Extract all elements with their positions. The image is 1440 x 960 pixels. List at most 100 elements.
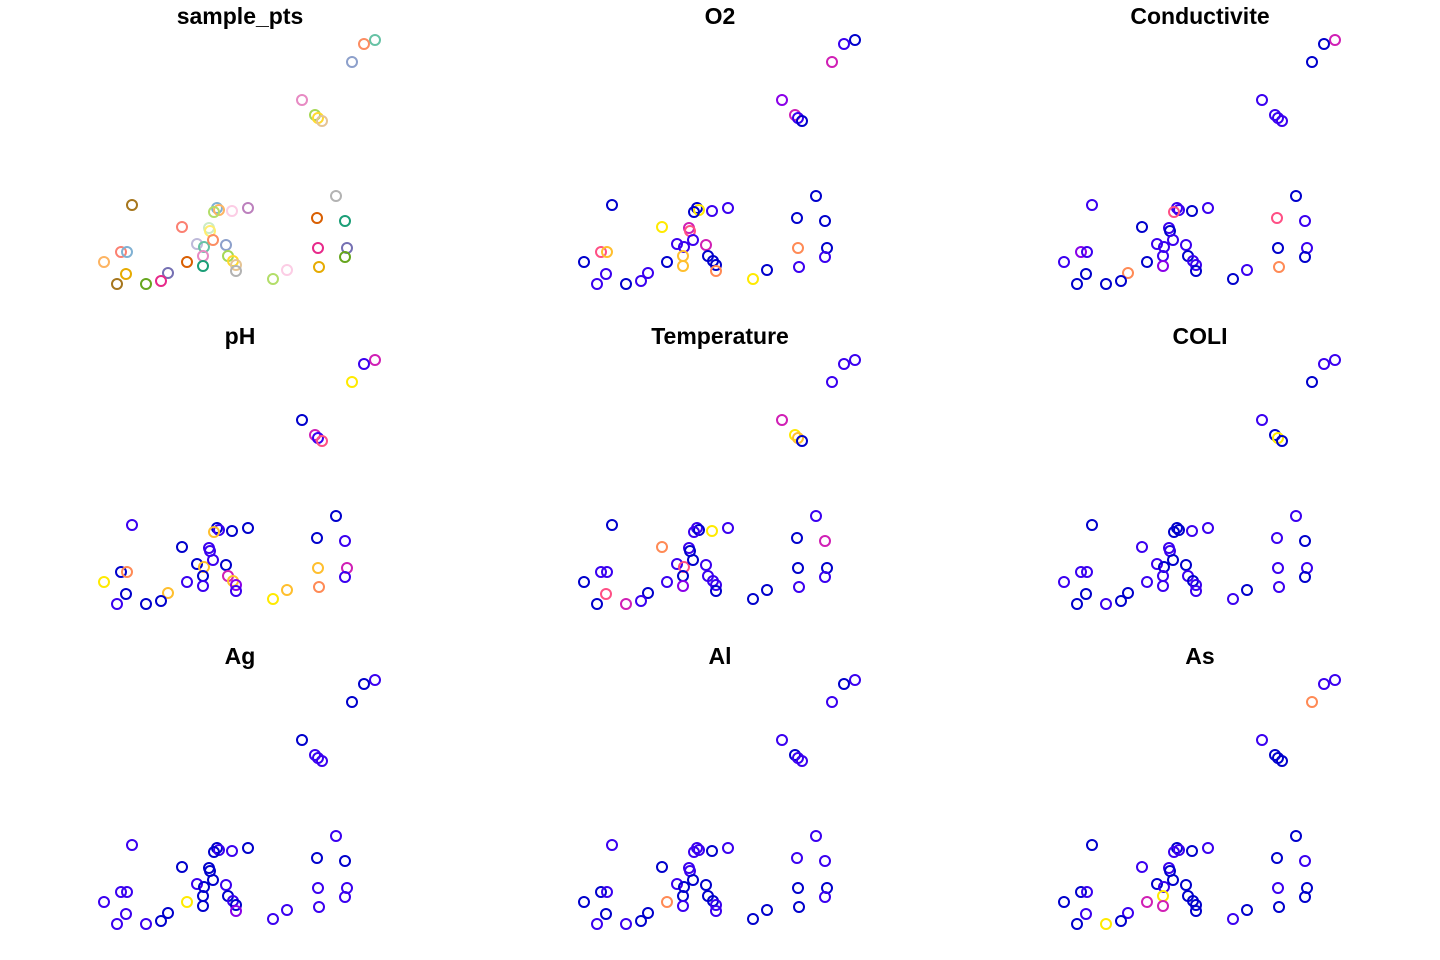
sample-point <box>230 899 242 911</box>
sample-point <box>791 532 803 544</box>
sample-point <box>838 678 850 690</box>
sample-point <box>1186 525 1198 537</box>
sample-point <box>126 199 138 211</box>
sample-point <box>722 202 734 214</box>
sample-point <box>230 265 242 277</box>
sample-point <box>1122 267 1134 279</box>
sample-point <box>242 202 254 214</box>
sample-point <box>706 845 718 857</box>
sample-point <box>793 901 805 913</box>
sample-point <box>98 256 110 268</box>
sample-point <box>595 246 607 258</box>
sample-point <box>1086 199 1098 211</box>
sample-point <box>1151 558 1163 570</box>
sample-point <box>140 918 152 930</box>
sample-point <box>677 900 689 912</box>
sample-point <box>1190 899 1202 911</box>
sample-point <box>700 239 712 251</box>
sample-point <box>296 734 308 746</box>
panel-title: Ag <box>224 643 256 669</box>
sample-point <box>1100 918 1112 930</box>
sample-point <box>242 842 254 854</box>
sample-point <box>1080 908 1092 920</box>
sample-point <box>671 238 683 250</box>
sample-point <box>313 581 325 593</box>
sample-point <box>761 264 773 276</box>
sample-point <box>601 886 613 898</box>
sample-point <box>1151 878 1163 890</box>
sample-point <box>1299 571 1311 583</box>
sample-point <box>1276 435 1288 447</box>
sample-point <box>1299 891 1311 903</box>
sample-point <box>181 576 193 588</box>
sample-point <box>1256 94 1268 106</box>
scatter-plot <box>98 674 381 930</box>
sample-point <box>312 562 324 574</box>
sample-point <box>281 264 293 276</box>
sample-point <box>706 205 718 217</box>
sample-point <box>346 696 358 708</box>
sample-point <box>120 908 132 920</box>
sample-point <box>191 238 203 250</box>
sample-point <box>1299 215 1311 227</box>
sample-point <box>226 845 238 857</box>
sample-point <box>346 376 358 388</box>
sample-point <box>1269 429 1281 441</box>
sample-point <box>671 558 683 570</box>
sample-point <box>747 593 759 605</box>
sample-point <box>346 56 358 68</box>
sample-point <box>687 554 699 566</box>
sample-point <box>115 886 127 898</box>
sample-point <box>642 267 654 279</box>
sample-point <box>226 525 238 537</box>
sample-point <box>1168 846 1180 858</box>
sample-point <box>601 246 613 258</box>
sample-point <box>1058 576 1070 588</box>
sample-point <box>606 199 618 211</box>
sample-point <box>819 855 831 867</box>
sample-point <box>710 265 722 277</box>
sample-point <box>369 354 381 366</box>
sample-point <box>230 585 242 597</box>
panel-coli: COLI <box>960 320 1440 640</box>
sample-point <box>810 510 822 522</box>
sample-point <box>791 212 803 224</box>
scatter-plot <box>578 34 861 290</box>
panel-title: As <box>1185 643 1215 669</box>
sample-point <box>191 878 203 890</box>
sample-point <box>1071 918 1083 930</box>
sample-point <box>155 915 167 927</box>
scatter-plot <box>578 354 861 610</box>
sample-point <box>98 896 110 908</box>
sample-point <box>111 918 123 930</box>
sample-point <box>208 846 220 858</box>
sample-point <box>776 94 788 106</box>
sample-point <box>316 115 328 127</box>
sample-point <box>789 109 801 121</box>
sample-point <box>838 38 850 50</box>
sample-point <box>369 34 381 46</box>
sample-point <box>1241 904 1253 916</box>
sample-point <box>162 907 174 919</box>
sample-point <box>819 215 831 227</box>
sample-point <box>677 580 689 592</box>
sample-point <box>1269 749 1281 761</box>
sample-point <box>578 256 590 268</box>
sample-point <box>1276 115 1288 127</box>
sample-point <box>121 886 133 898</box>
sample-point <box>789 749 801 761</box>
sample-point <box>792 562 804 574</box>
sample-point <box>661 576 673 588</box>
sample-point <box>796 115 808 127</box>
sample-point <box>296 414 308 426</box>
sample-point <box>591 598 603 610</box>
sample-point <box>1080 588 1092 600</box>
sample-point <box>600 588 612 600</box>
scatter-plot <box>1058 354 1341 610</box>
sample-point <box>121 566 133 578</box>
sample-point <box>207 554 219 566</box>
sample-point <box>330 830 342 842</box>
sample-point <box>1167 874 1179 886</box>
sample-point <box>339 855 351 867</box>
sample-point <box>1272 562 1284 574</box>
